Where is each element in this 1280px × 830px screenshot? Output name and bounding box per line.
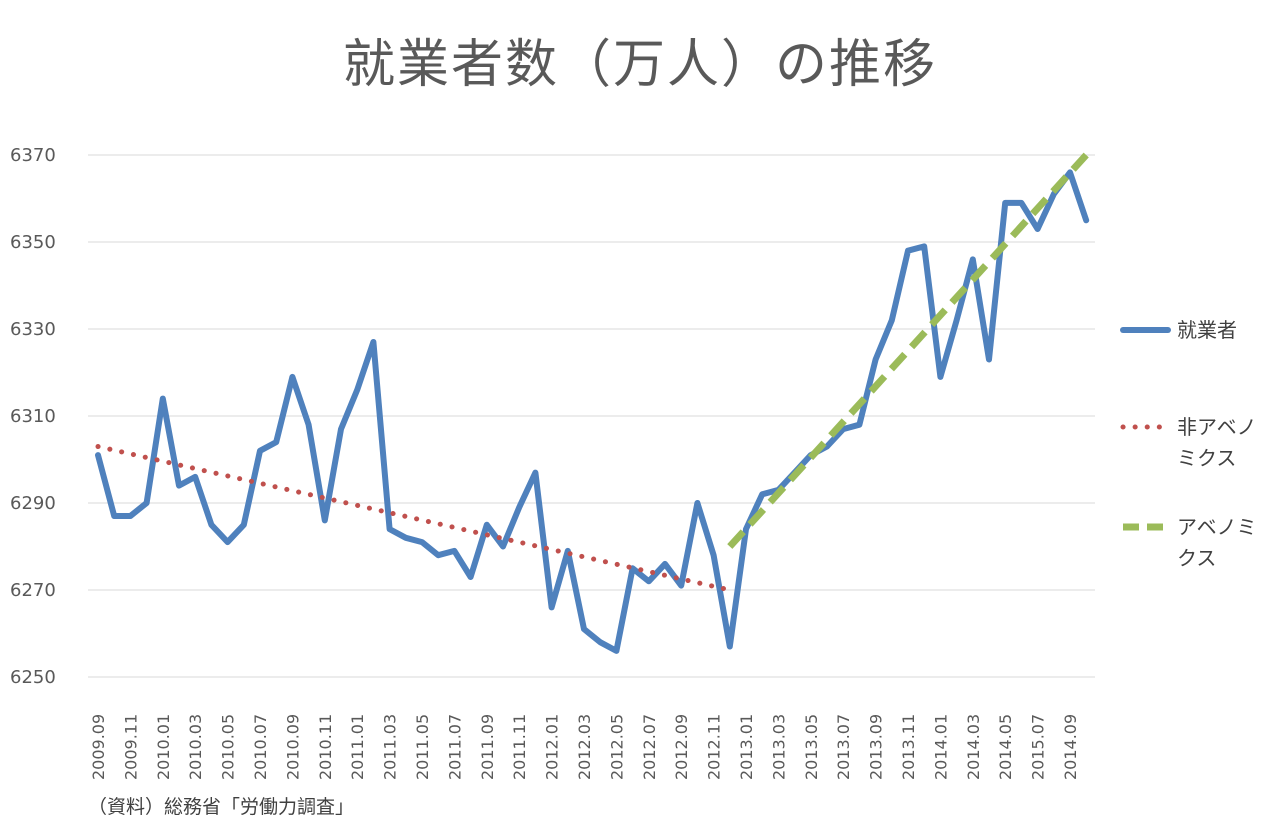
series-line-0 (95, 169, 1090, 654)
y-tick-label: 6310 (10, 406, 56, 427)
x-tick-label: 2009.09 (89, 714, 108, 780)
x-tick-label: 2010.05 (219, 714, 238, 780)
x-tick-label: 2011.03 (381, 714, 400, 780)
x-tick-label: 2013.01 (737, 714, 756, 780)
x-tick-label: 2014.01 (931, 714, 950, 780)
x-tick-label: 2010.03 (186, 714, 205, 780)
y-tick-label: 6250 (10, 667, 56, 688)
x-tick-label: 2011.09 (478, 714, 497, 780)
x-tick-label: 2009.11 (121, 714, 140, 780)
source-note: （資料）総務省「労働力調査」 (88, 796, 355, 818)
x-tick-label: 2011.07 (445, 714, 464, 780)
x-tick-label: 2013.09 (867, 714, 886, 780)
x-tick-label: 2010.09 (283, 714, 302, 780)
legend-label: 非アベノミクス (1177, 415, 1257, 470)
series-line-2 (727, 152, 1089, 549)
legend-label: 就業者 (1177, 318, 1237, 342)
x-tick-label: 2015.07 (1029, 714, 1048, 780)
y-tick-label: 6370 (10, 145, 56, 166)
x-tick-label: 2014.05 (996, 714, 1015, 780)
x-tick-label: 2014.09 (1061, 714, 1080, 780)
x-tick-label: 2011.01 (348, 714, 367, 780)
chart-title: 就業者数（万人）の推移 (342, 35, 937, 95)
x-tick-label: 2010.11 (316, 714, 335, 780)
x-tick-label: 2012.09 (672, 714, 691, 780)
x-tick-label: 2013.05 (802, 714, 821, 780)
y-tick-label: 6330 (10, 319, 56, 340)
series-line-1 (95, 444, 733, 593)
x-tick-label: 2011.05 (413, 714, 432, 780)
x-tick-label: 2010.01 (154, 714, 173, 780)
x-tick-label: 2012.03 (575, 714, 594, 780)
x-tick-label: 2014.03 (964, 714, 983, 780)
y-tick-label: 6350 (10, 232, 56, 253)
x-tick-label: 2010.07 (251, 714, 270, 780)
y-axis-tick-labels: 6250 6270 6290 6310 6330 6350 6370 (10, 145, 56, 688)
series-lines (95, 152, 1090, 654)
x-tick-label: 2011.11 (510, 714, 529, 780)
legend-label: アベノミクス (1177, 515, 1257, 570)
y-tick-label: 6290 (10, 493, 56, 514)
x-tick-label: 2013.11 (899, 714, 918, 780)
x-tick-label: 2012.07 (640, 714, 659, 780)
x-tick-label: 2013.03 (769, 714, 788, 780)
gridlines (88, 154, 1095, 678)
x-tick-label: 2012.05 (607, 714, 626, 780)
x-axis-tick-labels: 2009.09 2009.11 2010.01 2010.03 2010.05 2010.… (89, 714, 1080, 780)
x-tick-label: 2012.01 (543, 714, 562, 780)
x-tick-label: 2013.07 (834, 714, 853, 780)
x-tick-label: 2012.11 (705, 714, 724, 780)
y-tick-label: 6270 (10, 580, 56, 601)
